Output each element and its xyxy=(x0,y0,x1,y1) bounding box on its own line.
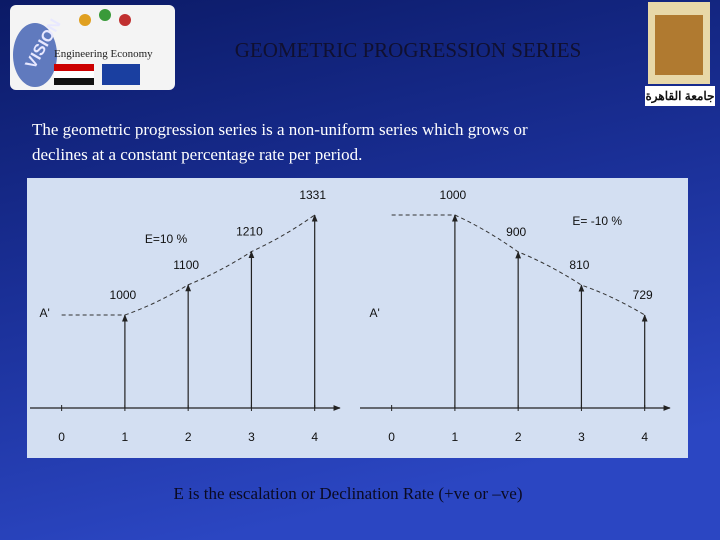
logo-text: جامعة القاهرة xyxy=(645,89,714,104)
chart-panel xyxy=(27,178,688,458)
growth-curve xyxy=(124,214,315,316)
value-label: 1000 xyxy=(440,188,467,202)
x-tick-label: 3 xyxy=(578,430,585,444)
value-label: 900 xyxy=(506,225,526,239)
value-label: 810 xyxy=(569,258,589,272)
series-label: A' xyxy=(369,306,379,320)
intro-text: declines at a constant percentage rate p… xyxy=(32,145,362,164)
slide-title: GEOMETRIC PROGRESSION SERIES xyxy=(235,38,582,62)
x-tick-label: 2 xyxy=(515,430,522,444)
value-label: 1000 xyxy=(110,288,137,302)
logo-text: Engineering Economy xyxy=(54,48,153,60)
growth-curve xyxy=(454,214,645,316)
right-logo: جامعة القاهرة xyxy=(645,2,715,106)
value-label: 1331 xyxy=(299,188,326,202)
intro-text: The geometric progression series is a no… xyxy=(32,120,528,139)
x-tick-label: 3 xyxy=(248,430,255,444)
x-tick-label: 1 xyxy=(122,430,129,444)
left-logo: VISION Engineering Economy xyxy=(10,5,175,90)
x-tick-label: 2 xyxy=(185,430,192,444)
rate-label: E= -10 % xyxy=(572,214,622,228)
x-tick-label: 4 xyxy=(311,430,318,444)
value-label: 1210 xyxy=(236,225,263,239)
series-label: A' xyxy=(39,306,49,320)
footer-text: E is the escalation or Declination Rate … xyxy=(174,484,523,503)
x-tick-label: 0 xyxy=(388,430,395,444)
value-label: 729 xyxy=(633,288,653,302)
x-tick-label: 4 xyxy=(641,430,648,444)
value-label: 1100 xyxy=(173,258,199,272)
rate-label: E=10 % xyxy=(145,232,188,246)
x-tick-label: 0 xyxy=(58,430,65,444)
x-tick-label: 1 xyxy=(452,430,459,444)
